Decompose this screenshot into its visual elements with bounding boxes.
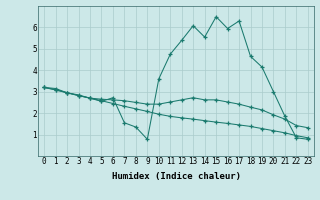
X-axis label: Humidex (Indice chaleur): Humidex (Indice chaleur) [111, 172, 241, 181]
